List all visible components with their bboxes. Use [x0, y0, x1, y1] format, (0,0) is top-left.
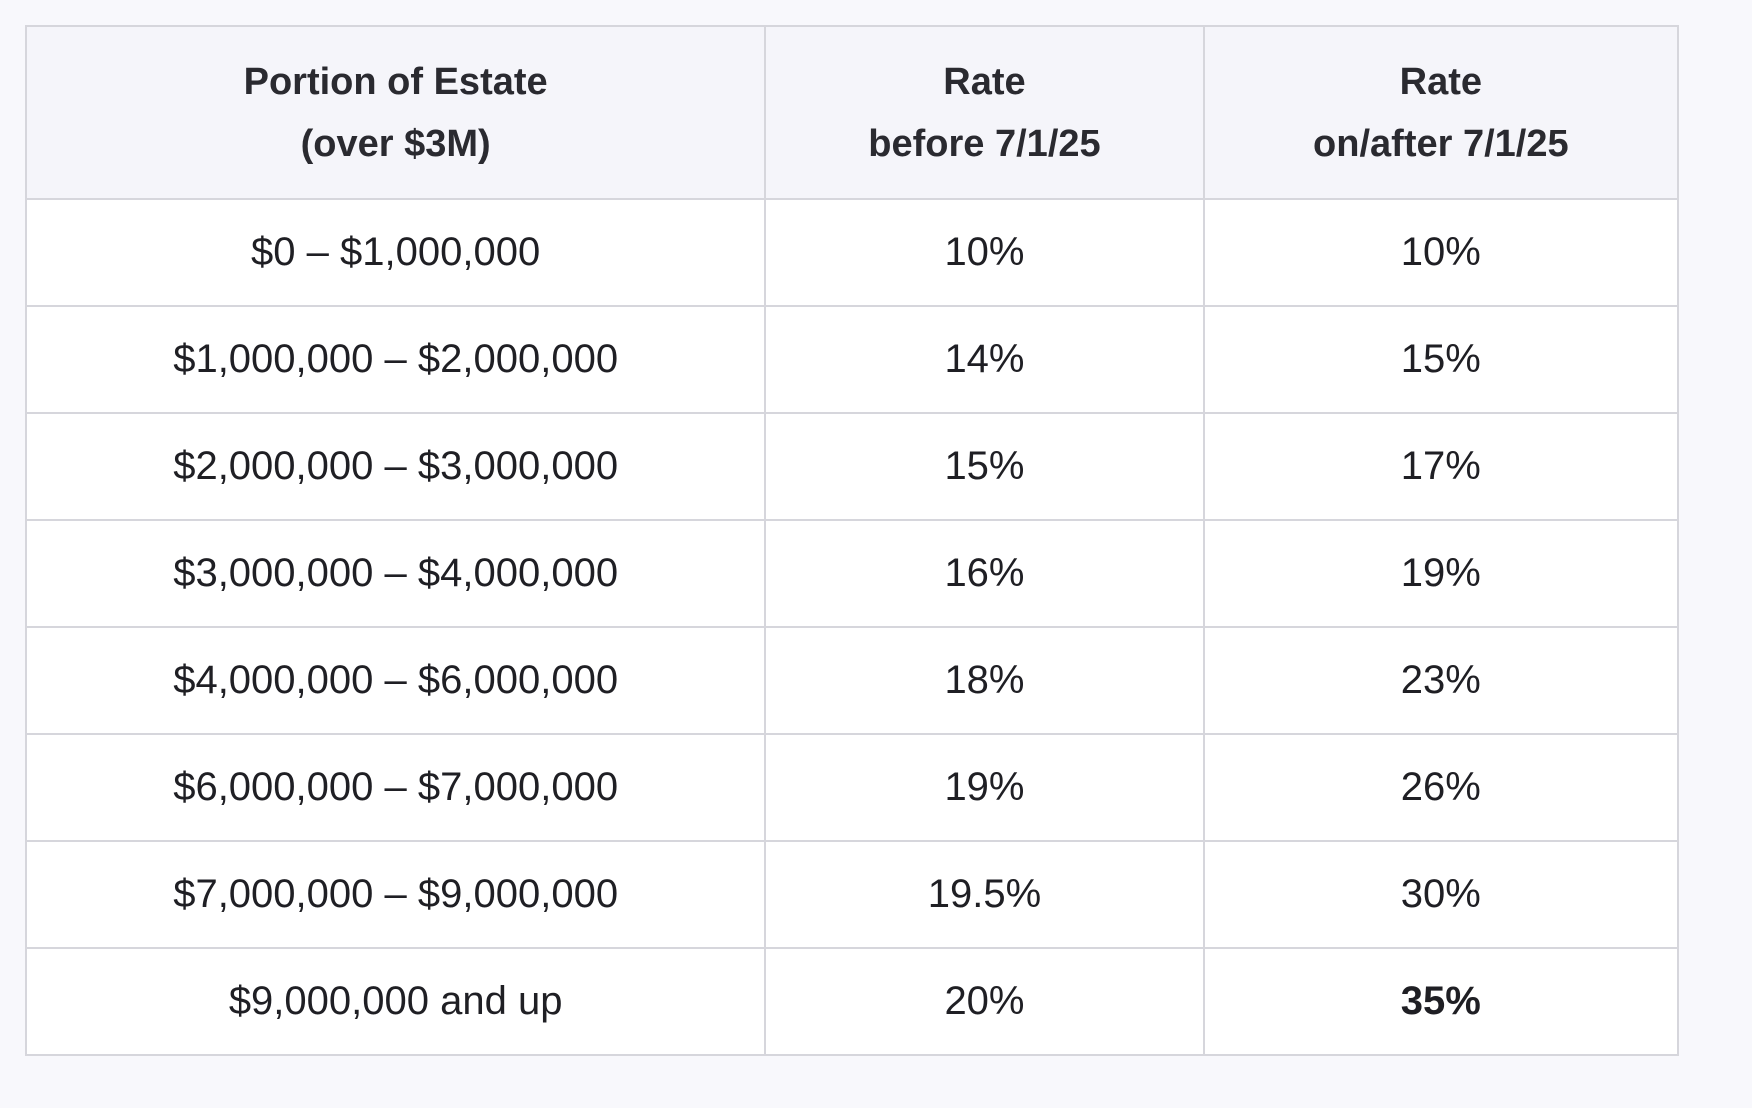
rate-after-cell-highlight: 35% — [1202, 947, 1680, 1056]
header-before-line1: Rate — [943, 60, 1026, 103]
header-portion-line2: (over $3M) — [300, 122, 491, 165]
header-after-line2: on/after 7/1/25 — [1313, 122, 1569, 165]
rate-after-cell: 30% — [1202, 840, 1680, 949]
rate-after-cell: 19% — [1202, 519, 1680, 628]
header-row: Portion of Estate (over $3M) Rate before… — [24, 25, 1680, 200]
table-row: $2,000,000 – $3,000,000 15% 17% — [24, 412, 1680, 521]
rate-after-cell: 10% — [1202, 198, 1680, 307]
portion-cell: $4,000,000 – $6,000,000 — [24, 626, 767, 735]
portion-cell: $9,000,000 and up — [24, 947, 767, 1056]
table-row: $9,000,000 and up 20% 35% — [24, 947, 1680, 1056]
table-row: $7,000,000 – $9,000,000 19.5% 30% — [24, 840, 1680, 949]
rate-before-cell: 20% — [764, 947, 1205, 1056]
rate-after-cell: 15% — [1202, 305, 1680, 414]
table-header: Portion of Estate (over $3M) Rate before… — [24, 25, 1680, 200]
header-after-line1: Rate — [1399, 60, 1483, 103]
header-portion-of-estate: Portion of Estate (over $3M) — [24, 25, 767, 200]
table-row: $6,000,000 – $7,000,000 19% 26% — [24, 733, 1680, 842]
rate-before-cell: 19% — [764, 733, 1205, 842]
table-row: $4,000,000 – $6,000,000 18% 23% — [24, 626, 1680, 735]
rate-before-cell: 10% — [764, 198, 1205, 307]
header-rate-before: Rate before 7/1/25 — [764, 25, 1205, 200]
rate-before-cell: 18% — [764, 626, 1205, 735]
portion-cell: $7,000,000 – $9,000,000 — [24, 840, 767, 949]
portion-cell: $2,000,000 – $3,000,000 — [24, 412, 767, 521]
header-portion-line1: Portion of Estate — [243, 60, 548, 103]
portion-cell: $0 – $1,000,000 — [24, 198, 767, 307]
rate-before-cell: 19.5% — [764, 840, 1205, 949]
rate-after-cell: 17% — [1202, 412, 1680, 521]
rate-before-cell: 16% — [764, 519, 1205, 628]
table-row: $1,000,000 – $2,000,000 14% 15% — [24, 305, 1680, 414]
table-body: $0 – $1,000,000 10% 10% $1,000,000 – $2,… — [24, 198, 1680, 1056]
rate-after-cell: 23% — [1202, 626, 1680, 735]
portion-cell: $1,000,000 – $2,000,000 — [24, 305, 767, 414]
header-rate-after: Rate on/after 7/1/25 — [1202, 25, 1680, 200]
rate-after-cell: 26% — [1202, 733, 1680, 842]
table-row: $0 – $1,000,000 10% 10% — [24, 198, 1680, 307]
portion-cell: $6,000,000 – $7,000,000 — [24, 733, 767, 842]
rate-before-cell: 14% — [764, 305, 1205, 414]
rate-before-cell: 15% — [764, 412, 1205, 521]
portion-cell: $3,000,000 – $4,000,000 — [24, 519, 767, 628]
estate-tax-rate-table: Portion of Estate (over $3M) Rate before… — [24, 25, 1680, 1056]
table-row: $3,000,000 – $4,000,000 16% 19% — [24, 519, 1680, 628]
header-before-line2: before 7/1/25 — [868, 122, 1101, 165]
